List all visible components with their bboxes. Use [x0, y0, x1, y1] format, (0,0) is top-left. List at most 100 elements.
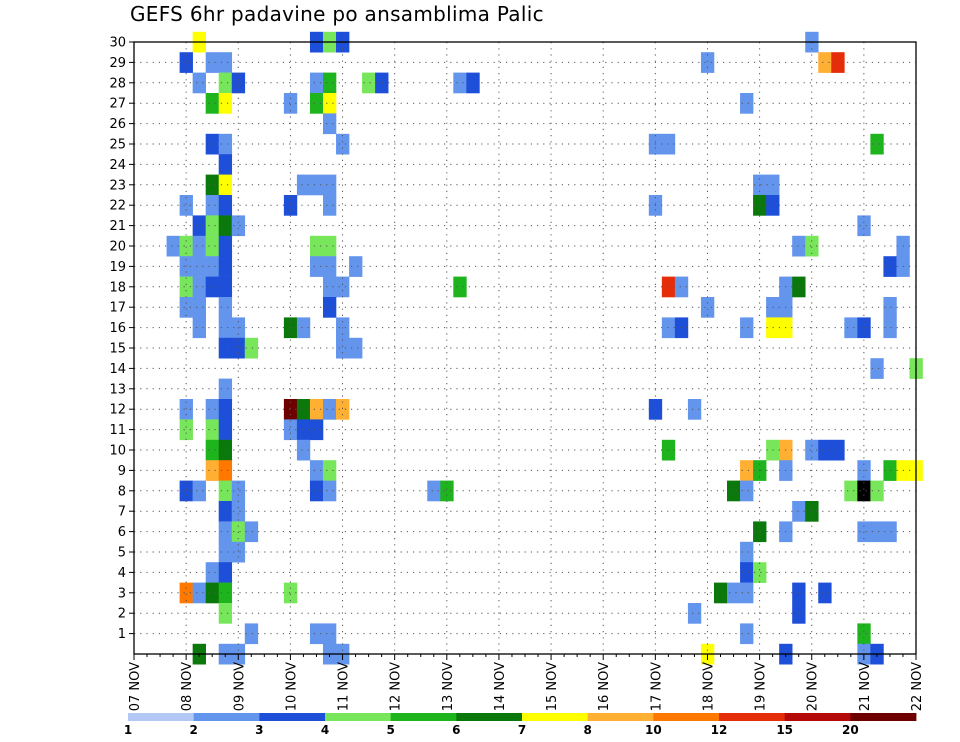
- heatmap-cell: [192, 215, 206, 237]
- heatmap-cell: [857, 480, 871, 502]
- heatmap-cell: [740, 582, 754, 604]
- heatmap-cell: [883, 521, 897, 543]
- heatmap-cells: [166, 31, 923, 665]
- heatmap-cell: [883, 460, 897, 481]
- legend-swatch: [128, 713, 195, 721]
- heatmap-cell: [231, 215, 246, 237]
- heatmap-cell: [844, 480, 858, 502]
- heatmap-cell: [205, 195, 220, 216]
- heatmap-cell: [192, 480, 206, 502]
- heatmap-cell: [322, 174, 337, 196]
- heatmap-cell: [883, 256, 897, 277]
- heatmap-cell: [179, 480, 193, 502]
- y-tick-label: 2: [118, 607, 126, 622]
- heatmap-cell: [309, 480, 324, 502]
- heatmap-cell: [218, 256, 233, 277]
- heatmap-cell: [218, 460, 233, 481]
- legend-swatch: [325, 713, 392, 721]
- heatmap-cell: [192, 582, 206, 604]
- heatmap-cell: [349, 337, 363, 359]
- heatmap-cell: [687, 399, 702, 420]
- heatmap-cell: [192, 317, 206, 339]
- legend-label: 5: [386, 723, 394, 737]
- heatmap-cell: [296, 174, 311, 196]
- heatmap-cell: [805, 235, 819, 257]
- heatmap-cell: [205, 235, 220, 257]
- x-tick-label: 16 NOV: [597, 662, 612, 711]
- y-axis: 1234567891011121314151617181920212223242…: [109, 36, 134, 642]
- heatmap-cell: [362, 72, 376, 94]
- heatmap-cell: [883, 317, 897, 339]
- heatmap-cell: [218, 541, 233, 563]
- color-legend: 1 2 3 4 5 6 7 8 10 12 15 20: [124, 713, 917, 737]
- heatmap-cell: [179, 235, 193, 257]
- y-tick-label: 30: [109, 36, 126, 51]
- heatmap-cell: [205, 174, 220, 196]
- x-tick-label: 22 NOV: [910, 662, 925, 711]
- heatmap-cell: [205, 133, 220, 155]
- heatmap-cell: [831, 439, 845, 461]
- heatmap-cell: [218, 52, 233, 73]
- y-tick-label: 24: [109, 158, 126, 173]
- legend-swatch: [653, 713, 720, 721]
- x-tick-label: 10 NOV: [284, 662, 299, 711]
- legend-label: 4: [321, 723, 329, 737]
- heatmap-cell: [244, 337, 259, 359]
- heatmap-cell: [309, 174, 324, 196]
- heatmap-cell: [179, 399, 193, 420]
- gridlines: [134, 42, 916, 654]
- heatmap-cell: [205, 439, 220, 461]
- y-tick-label: 27: [109, 97, 126, 112]
- heatmap-cell: [792, 276, 806, 298]
- heatmap-cell: [336, 337, 350, 359]
- heatmap-cell: [674, 276, 689, 298]
- heatmap-cell: [296, 317, 311, 339]
- heatmap-cell: [753, 521, 767, 543]
- heatmap-cell: [753, 195, 767, 216]
- legend-swatch: [719, 713, 786, 721]
- x-tick-label: 17 NOV: [649, 662, 664, 711]
- heatmap-cell: [179, 52, 193, 73]
- x-tick-label: 14 NOV: [493, 662, 508, 711]
- y-tick-label: 28: [109, 76, 126, 91]
- heatmap-cell: [740, 317, 754, 339]
- legend-swatch: [850, 713, 917, 721]
- heatmap-cell: [831, 52, 845, 73]
- heatmap-cell: [231, 521, 246, 543]
- heatmap-cell: [218, 133, 233, 155]
- heatmap-cell: [661, 276, 676, 298]
- heatmap-cell: [322, 93, 337, 114]
- heatmap-cell: [218, 337, 233, 359]
- heatmap-cell: [309, 460, 324, 481]
- heatmap-cell: [322, 623, 337, 645]
- heatmap-cell: [205, 399, 220, 420]
- heatmap-cell: [805, 501, 819, 522]
- heatmap-cell: [205, 562, 220, 583]
- heatmap-cell: [453, 72, 467, 94]
- heatmap-cell: [283, 195, 298, 216]
- heatmap-cell: [179, 276, 193, 298]
- heatmap-cell: [740, 623, 754, 645]
- heatmap-cell: [205, 52, 220, 73]
- heatmap-cell: [218, 195, 233, 216]
- x-tick-label: 18 NOV: [701, 662, 716, 711]
- y-tick-label: 25: [109, 138, 126, 153]
- heatmap-cell: [218, 297, 233, 318]
- x-tick-label: 21 NOV: [858, 662, 873, 711]
- y-tick-label: 14: [109, 362, 126, 377]
- heatmap-cell: [870, 133, 884, 155]
- legend-label: 1: [124, 723, 132, 737]
- heatmap-cell: [205, 276, 220, 298]
- heatmap-cell: [336, 133, 350, 155]
- heatmap-cell: [218, 399, 233, 420]
- heatmap-cell: [792, 501, 806, 522]
- heatmap-cell: [727, 582, 741, 604]
- heatmap-cell: [192, 235, 206, 257]
- heatmap-cell: [231, 337, 246, 359]
- y-tick-label: 4: [118, 566, 126, 581]
- heatmap-cell: [218, 93, 233, 114]
- heatmap-cell: [231, 72, 246, 94]
- heatmap-cell: [322, 72, 337, 94]
- legend-label: 6: [452, 723, 460, 737]
